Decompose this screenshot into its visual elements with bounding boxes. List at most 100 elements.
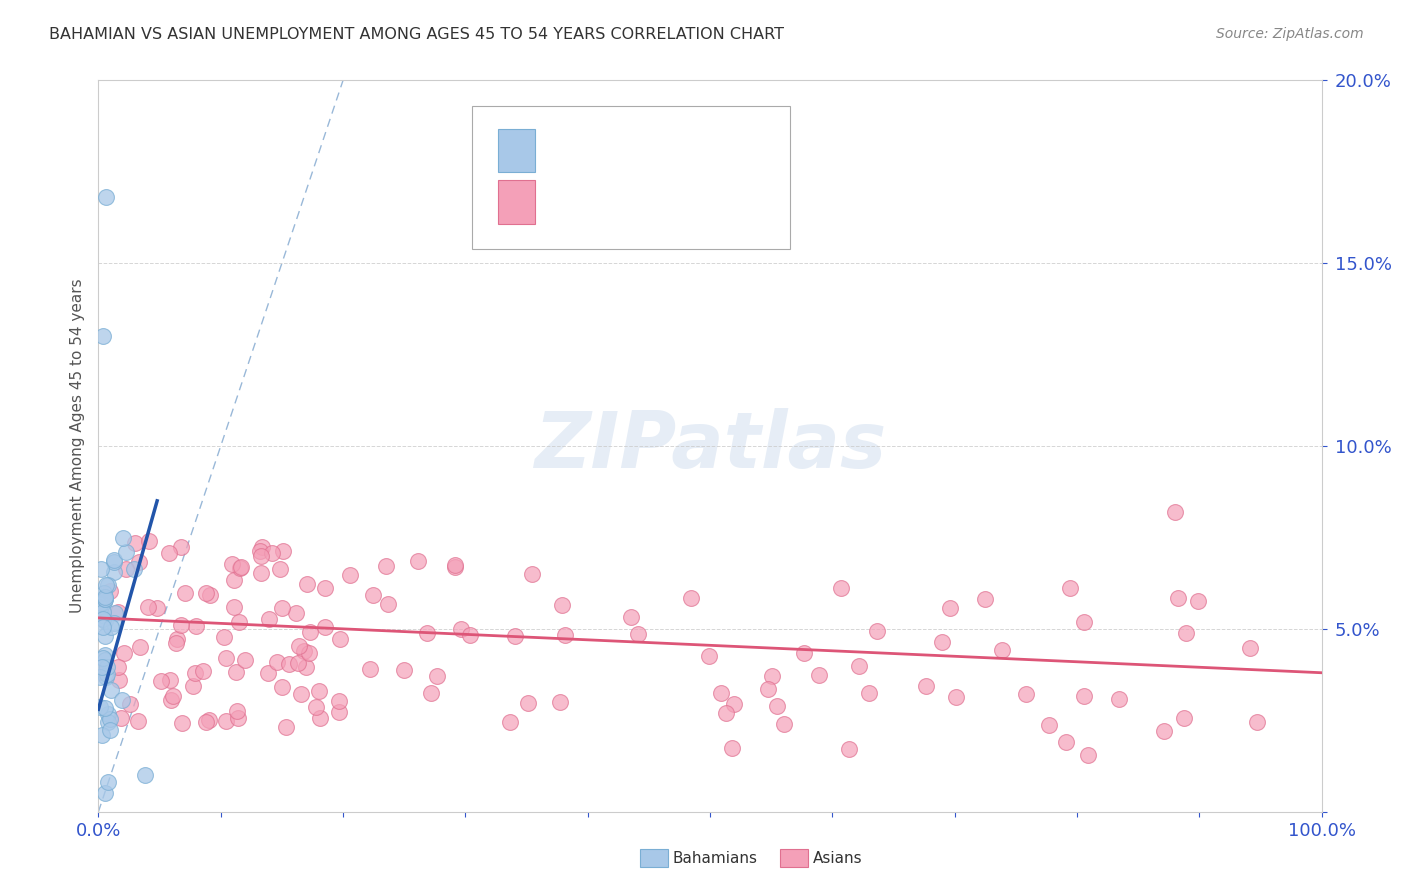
Point <box>165 636 187 650</box>
Point <box>103 566 125 580</box>
Point <box>406 554 429 568</box>
Point <box>94 653 117 667</box>
Point <box>222 574 245 588</box>
Point <box>1174 626 1197 640</box>
Point <box>104 606 127 620</box>
Point <box>97 578 120 592</box>
Point <box>222 600 245 615</box>
Point <box>97 775 120 789</box>
Point <box>107 659 129 673</box>
Point <box>174 586 197 600</box>
Point <box>710 686 733 700</box>
Point <box>945 690 967 705</box>
Point <box>138 599 160 614</box>
Text: BAHAMIAN VS ASIAN UNEMPLOYMENT AMONG AGES 45 TO 54 YEARS CORRELATION CHART: BAHAMIAN VS ASIAN UNEMPLOYMENT AMONG AGE… <box>49 27 785 42</box>
Text: Source: ZipAtlas.com: Source: ZipAtlas.com <box>1216 27 1364 41</box>
Point <box>309 711 332 725</box>
Point <box>278 657 301 671</box>
Point <box>214 650 236 665</box>
Point <box>426 668 449 682</box>
Point <box>221 557 243 571</box>
Point <box>90 728 112 742</box>
Point <box>257 612 280 626</box>
Point <box>98 584 121 599</box>
Point <box>93 586 115 600</box>
Point <box>197 714 219 728</box>
Point <box>159 673 181 688</box>
Point <box>314 619 336 633</box>
Point <box>215 714 238 729</box>
Point <box>170 618 193 632</box>
Point <box>1077 748 1099 763</box>
Text: N =: N = <box>661 193 697 211</box>
Point <box>150 673 173 688</box>
Point <box>120 697 142 711</box>
Point <box>548 695 571 709</box>
Point <box>94 190 117 204</box>
Point <box>93 594 115 608</box>
Point <box>114 545 136 559</box>
Point <box>110 692 132 706</box>
Point <box>287 656 309 670</box>
Point <box>419 686 441 700</box>
Point <box>761 669 783 683</box>
Point <box>1054 735 1077 749</box>
Point <box>848 659 870 673</box>
Point <box>229 561 252 575</box>
Point <box>290 688 312 702</box>
Bar <box>498 180 536 224</box>
Point <box>931 635 953 649</box>
Point <box>90 596 112 610</box>
Point <box>96 659 118 673</box>
Point <box>228 615 250 629</box>
Point <box>554 628 576 642</box>
Point <box>499 714 522 729</box>
Text: R =: R = <box>551 193 588 211</box>
Point <box>298 646 321 660</box>
Point <box>225 704 247 718</box>
Point <box>235 653 257 667</box>
Point <box>1246 715 1268 730</box>
Point <box>550 598 572 612</box>
Point <box>127 714 149 728</box>
Point <box>269 562 291 576</box>
Point <box>138 533 160 548</box>
Point <box>90 562 112 576</box>
Text: N =: N = <box>661 142 697 160</box>
Point <box>108 673 131 687</box>
Point <box>193 665 215 679</box>
Point <box>184 666 207 681</box>
Point <box>292 644 315 658</box>
Point <box>98 712 121 726</box>
Point <box>124 535 146 549</box>
Point <box>229 559 252 574</box>
Point <box>766 699 789 714</box>
Point <box>444 559 467 574</box>
Point <box>91 651 114 665</box>
Text: 47: 47 <box>706 142 730 160</box>
Point <box>974 591 997 606</box>
Text: ZIPatlas: ZIPatlas <box>534 408 886 484</box>
Point <box>328 694 350 708</box>
Point <box>200 588 222 602</box>
Point <box>93 648 115 662</box>
Point <box>294 660 316 674</box>
Point <box>284 606 307 620</box>
Point <box>679 591 702 606</box>
Point <box>793 646 815 660</box>
Point <box>1173 711 1195 725</box>
Point <box>807 668 830 682</box>
Point <box>308 684 330 698</box>
Point <box>699 649 721 664</box>
Point <box>450 622 472 636</box>
Point <box>830 581 852 595</box>
Point <box>328 705 350 719</box>
Point <box>250 540 273 554</box>
Bar <box>498 128 536 172</box>
Point <box>96 667 118 681</box>
Point <box>260 546 283 560</box>
Y-axis label: Unemployment Among Ages 45 to 54 years: Unemployment Among Ages 45 to 54 years <box>69 278 84 614</box>
Point <box>915 679 938 693</box>
Point <box>170 540 193 554</box>
Point <box>162 690 184 704</box>
